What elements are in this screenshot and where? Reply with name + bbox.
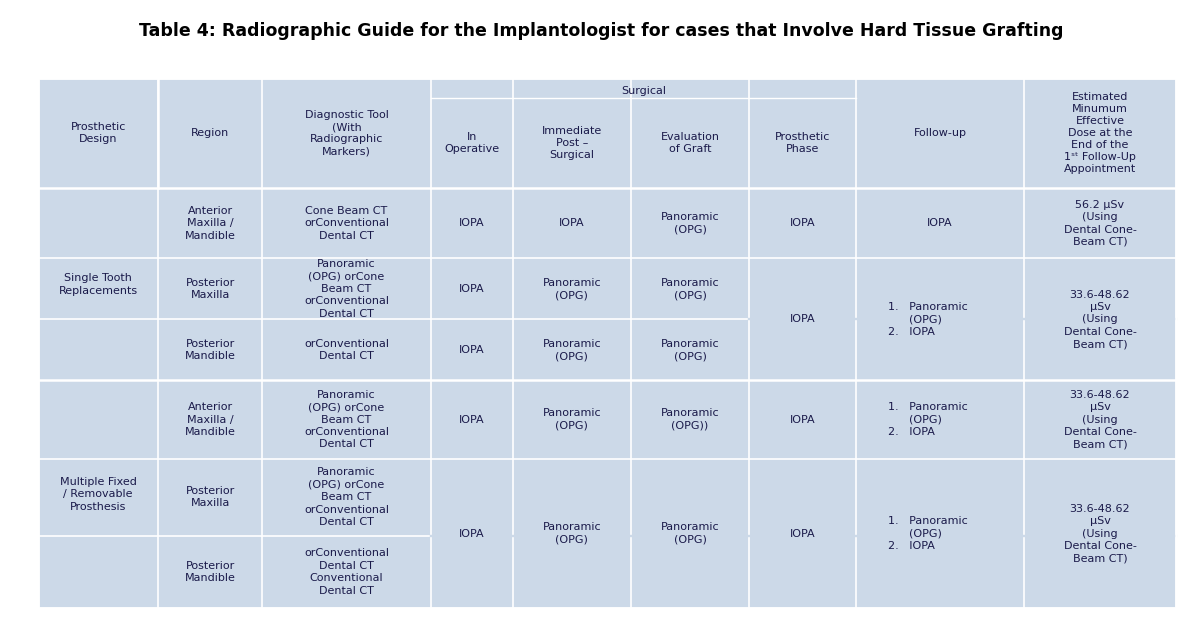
Text: Anterior
Maxilla /
Mandible: Anterior Maxilla / Mandible xyxy=(185,402,236,437)
Text: orConventional
Dental CT: orConventional Dental CT xyxy=(304,339,389,361)
Text: Posterior
Maxilla: Posterior Maxilla xyxy=(185,278,234,300)
Text: Anterior
Maxilla /
Mandible: Anterior Maxilla / Mandible xyxy=(185,206,236,241)
Text: Panoramic
(OPG): Panoramic (OPG) xyxy=(661,522,719,545)
Text: 1.   Panoramic
      (OPG)
2.   IOPA: 1. Panoramic (OPG) 2. IOPA xyxy=(888,302,968,337)
Text: IOPA: IOPA xyxy=(459,218,484,228)
Text: IOPA: IOPA xyxy=(459,345,484,355)
Text: 1.   Panoramic
      (OPG)
2.   IOPA: 1. Panoramic (OPG) 2. IOPA xyxy=(888,516,968,551)
Text: Panoramic
(OPG): Panoramic (OPG) xyxy=(661,278,719,300)
Text: IOPA: IOPA xyxy=(459,414,484,424)
Text: Posterior
Maxilla: Posterior Maxilla xyxy=(185,486,234,509)
Text: Prosthetic
Phase: Prosthetic Phase xyxy=(775,132,831,154)
Text: Panoramic
(OPG): Panoramic (OPG) xyxy=(661,212,719,235)
Text: 33.6-48.62
μSv
(Using
Dental Cone-
Beam CT): 33.6-48.62 μSv (Using Dental Cone- Beam … xyxy=(1064,390,1136,449)
Text: Panoramic
(OPG) orCone
Beam CT
orConventional
Dental CT: Panoramic (OPG) orCone Beam CT orConvent… xyxy=(304,259,389,319)
Text: IOPA: IOPA xyxy=(790,529,815,539)
Text: Panoramic
(OPG): Panoramic (OPG) xyxy=(542,522,601,545)
Text: Panoramic
(OPG): Panoramic (OPG) xyxy=(542,339,601,361)
Text: Panoramic
(OPG): Panoramic (OPG) xyxy=(542,408,601,431)
Text: 56.2 μSv
(Using
Dental Cone-
Beam CT): 56.2 μSv (Using Dental Cone- Beam CT) xyxy=(1064,200,1136,247)
Text: In
Operative: In Operative xyxy=(444,132,499,154)
Text: Region: Region xyxy=(191,128,230,138)
Text: IOPA: IOPA xyxy=(459,529,484,539)
Bar xyxy=(38,78,1176,608)
Text: Panoramic
(OPG): Panoramic (OPG) xyxy=(661,339,719,361)
Text: orConventional
Dental CT
Conventional
Dental CT: orConventional Dental CT Conventional De… xyxy=(304,548,389,596)
Text: Panoramic
(OPG)): Panoramic (OPG)) xyxy=(661,408,719,431)
Text: Multiple Fixed
/ Removable
Prosthesis: Multiple Fixed / Removable Prosthesis xyxy=(60,477,137,512)
Text: Posterior
Mandible: Posterior Mandible xyxy=(185,561,236,583)
Text: IOPA: IOPA xyxy=(459,284,484,294)
Text: Follow-up: Follow-up xyxy=(914,128,966,138)
Text: IOPA: IOPA xyxy=(790,218,815,228)
Text: Cone Beam CT
orConventional
Dental CT: Cone Beam CT orConventional Dental CT xyxy=(304,206,389,241)
Text: Panoramic
(OPG) orCone
Beam CT
orConventional
Dental CT: Panoramic (OPG) orCone Beam CT orConvent… xyxy=(304,467,389,527)
Text: IOPA: IOPA xyxy=(928,218,953,228)
Text: 33.6-48.62
μSv
(Using
Dental Cone-
Beam CT): 33.6-48.62 μSv (Using Dental Cone- Beam … xyxy=(1064,504,1136,563)
Text: Panoramic
(OPG) orCone
Beam CT
orConventional
Dental CT: Panoramic (OPG) orCone Beam CT orConvent… xyxy=(304,390,389,449)
Text: 33.6-48.62
μSv
(Using
Dental Cone-
Beam CT): 33.6-48.62 μSv (Using Dental Cone- Beam … xyxy=(1064,290,1136,349)
Text: Surgical: Surgical xyxy=(621,87,666,97)
Text: IOPA: IOPA xyxy=(559,218,584,228)
Text: Diagnostic Tool
(With
Radiographic
Markers): Diagnostic Tool (With Radiographic Marke… xyxy=(304,110,388,156)
Text: Table 4: Radiographic Guide for the Implantologist for cases that Involve Hard T: Table 4: Radiographic Guide for the Impl… xyxy=(138,22,1064,40)
Text: IOPA: IOPA xyxy=(790,414,815,424)
Text: IOPA: IOPA xyxy=(790,314,815,324)
Text: 1.   Panoramic
      (OPG)
2.   IOPA: 1. Panoramic (OPG) 2. IOPA xyxy=(888,402,968,437)
Text: Evaluation
of Graft: Evaluation of Graft xyxy=(661,132,720,154)
Text: Panoramic
(OPG): Panoramic (OPG) xyxy=(542,278,601,300)
Text: Estimated
Minumum
Effective
Dose at the
End of the
1ˢᵗ Follow-Up
Appointment: Estimated Minumum Effective Dose at the … xyxy=(1064,92,1136,174)
Text: Single Tooth
Replacements: Single Tooth Replacements xyxy=(59,273,138,296)
Text: Prosthetic
Design: Prosthetic Design xyxy=(71,122,126,144)
Text: Immediate
Post –
Surgical: Immediate Post – Surgical xyxy=(542,126,602,160)
Text: Posterior
Mandible: Posterior Mandible xyxy=(185,339,236,361)
